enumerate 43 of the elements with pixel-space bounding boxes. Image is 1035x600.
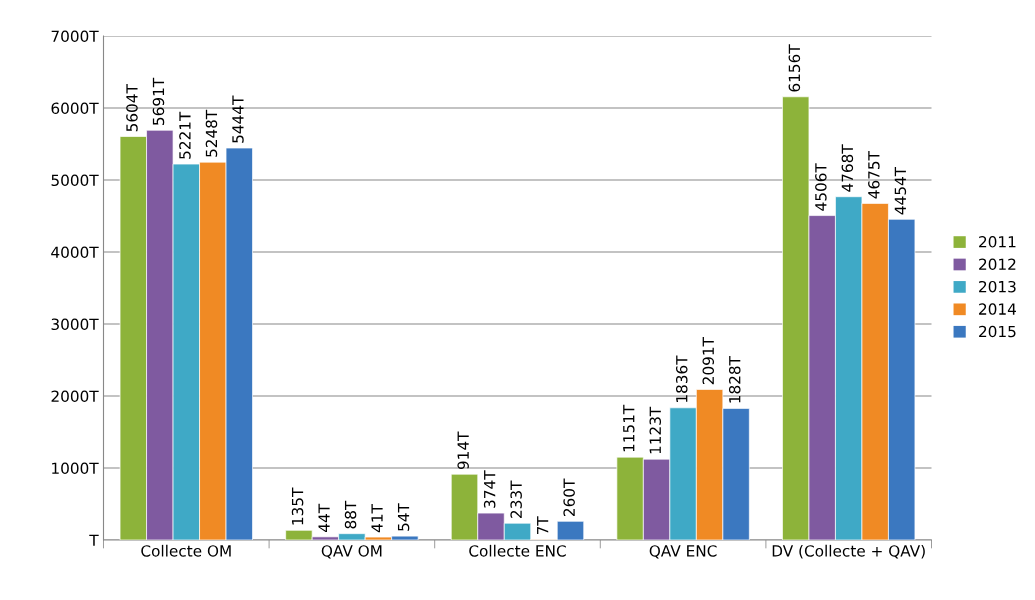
data-label: 1151T: [623, 404, 635, 452]
y-tick-label: T: [89, 534, 99, 546]
legend-label: 2011: [979, 236, 1016, 248]
y-tick-label: 4000T: [51, 246, 99, 259]
data-label: 1828T: [728, 355, 741, 403]
legend-label: 2013: [979, 280, 1016, 293]
data-label: 914T: [457, 431, 469, 470]
y-tick-label: 7000T: [51, 30, 99, 43]
data-label: 4675T: [868, 150, 880, 199]
x-tick-label: Collecte ENC: [469, 544, 566, 557]
data-label: 2091T: [702, 337, 715, 385]
data-label: 4454T: [894, 166, 907, 215]
legend-label: 2015: [979, 325, 1016, 338]
y-tick-label: 2000T: [51, 390, 99, 403]
data-label: 5248T: [205, 109, 218, 157]
data-label: 135T: [291, 487, 304, 525]
data-label: 41T: [371, 504, 383, 533]
data-label: 4768T: [841, 144, 854, 192]
data-label: 5221T: [179, 111, 191, 159]
y-tick-label: 6000T: [51, 102, 99, 115]
y-tick-label: 1000T: [52, 462, 99, 475]
x-tick-label: QAV OM: [321, 545, 382, 559]
data-label: 6156T: [788, 44, 801, 92]
data-label: 374T: [483, 470, 496, 508]
x-tick-label: DV (Collecte + QAV): [772, 544, 925, 559]
data-label: 44T: [318, 503, 330, 532]
y-tick-label: 5000T: [51, 174, 99, 187]
data-label: 7T: [537, 516, 549, 535]
data-label: 4506T: [815, 163, 827, 211]
data-label: 88T: [344, 500, 357, 529]
data-label: 5444T: [232, 95, 244, 143]
x-tick-label: Collecte OM: [141, 544, 231, 557]
legend-label: 2012: [979, 258, 1016, 271]
data-label: 233T: [510, 480, 522, 518]
legend-label: 2014: [979, 303, 1016, 315]
data-label: 54T: [397, 503, 410, 531]
data-label: 5604T: [126, 84, 138, 132]
x-tick-label: QAV ENC: [649, 545, 717, 559]
data-label: 5691T: [152, 77, 165, 125]
data-label: 1123T: [649, 406, 662, 454]
y-tick-label: 3000T: [51, 318, 99, 331]
data-label: 1836T: [675, 355, 688, 402]
data-label: 260T: [563, 478, 575, 516]
